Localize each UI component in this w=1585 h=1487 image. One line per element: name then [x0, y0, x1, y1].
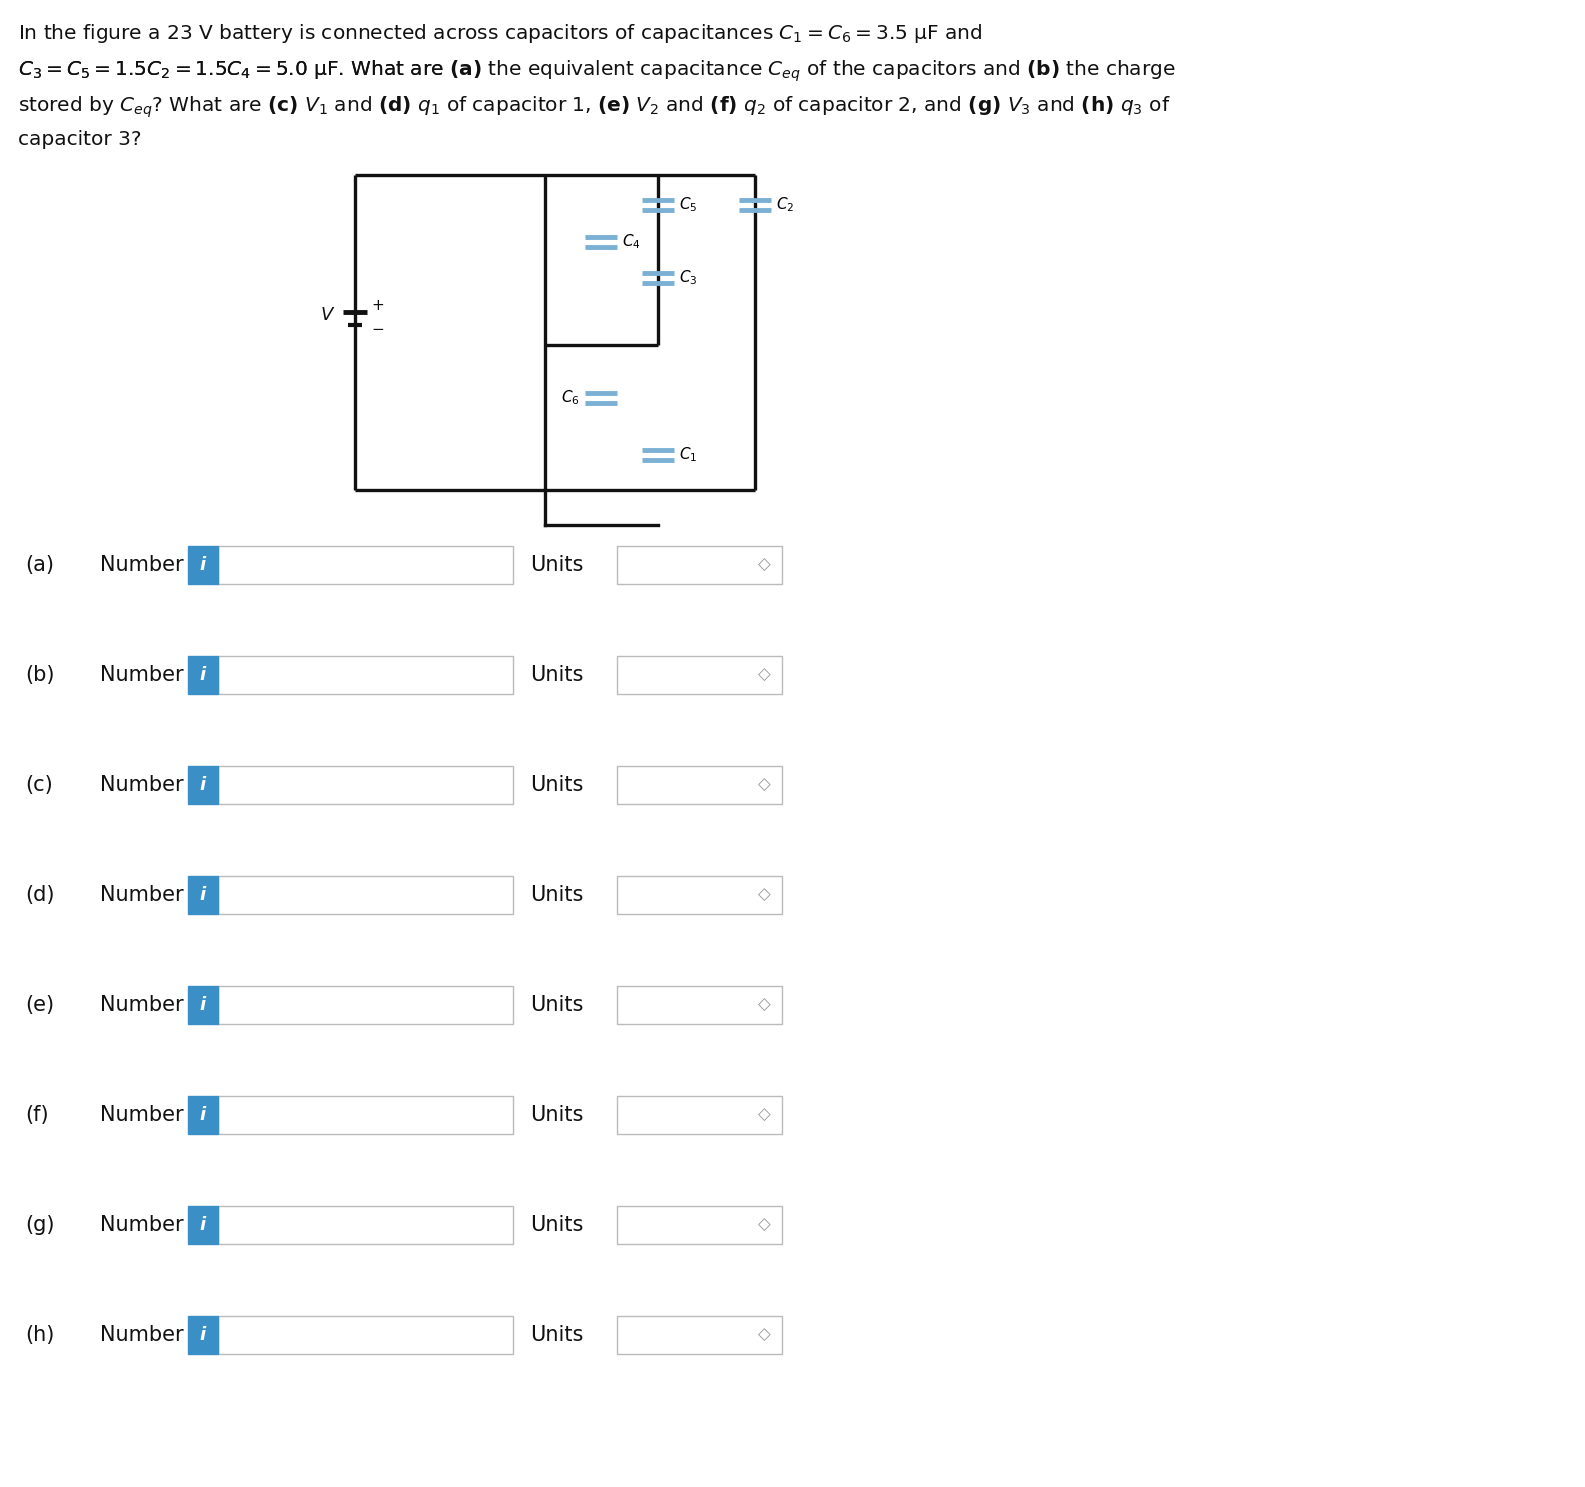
Bar [617, 986, 781, 1025]
Text: i: i [200, 996, 206, 1014]
Text: $C_3 = C_5 = 1.5C_2 = 1.5C_4 = 5.0$ μF. What are: $C_3 = C_5 = 1.5C_2 = 1.5C_4 = 5.0$ μF. … [17, 58, 445, 80]
Text: (b): (b) [25, 665, 54, 686]
Text: ◇: ◇ [758, 1216, 770, 1234]
Bar [617, 1206, 781, 1245]
Bar [617, 766, 781, 804]
Text: Units: Units [529, 665, 583, 686]
Text: $C_3 = C_5 = 1.5C_2 = 1.5C_4 = 5.0$ μF. What are $\mathbf{(a)}$ the equivalent c: $C_3 = C_5 = 1.5C_2 = 1.5C_4 = 5.0$ μF. … [17, 58, 1176, 83]
Bar [219, 656, 514, 694]
Bar [189, 1096, 219, 1135]
Text: ◇: ◇ [758, 1326, 770, 1344]
Text: Number: Number [100, 555, 184, 575]
Text: Number: Number [100, 665, 184, 686]
Text: (g): (g) [25, 1215, 54, 1236]
Text: Units: Units [529, 995, 583, 1016]
Text: Units: Units [529, 555, 583, 575]
Bar [219, 546, 514, 584]
Text: V: V [320, 306, 333, 324]
Bar [189, 1316, 219, 1355]
Text: (e): (e) [25, 995, 54, 1016]
Text: i: i [200, 1106, 206, 1124]
Text: $C_4$: $C_4$ [621, 232, 640, 251]
Text: Number: Number [100, 995, 184, 1016]
Text: Units: Units [529, 885, 583, 906]
Text: Units: Units [529, 1215, 583, 1236]
Bar [189, 766, 219, 804]
Text: ◇: ◇ [758, 996, 770, 1014]
Text: i: i [200, 556, 206, 574]
Bar [219, 1316, 514, 1355]
Text: ◇: ◇ [758, 556, 770, 574]
Text: stored by $C_{eq}$? What are $\mathbf{(c)}$ $V_1$ and $\mathbf{(d)}$ $q_1$ of ca: stored by $C_{eq}$? What are $\mathbf{(c… [17, 94, 1171, 119]
Bar [617, 876, 781, 915]
Text: $C_1$: $C_1$ [678, 446, 697, 464]
Bar [219, 876, 514, 915]
Text: Number: Number [100, 885, 184, 906]
Bar [189, 1206, 219, 1245]
Text: i: i [200, 666, 206, 684]
Text: i: i [200, 776, 206, 794]
Text: Number: Number [100, 1105, 184, 1126]
Text: i: i [200, 886, 206, 904]
Bar [617, 656, 781, 694]
Bar [189, 876, 219, 915]
Text: i: i [200, 1216, 206, 1234]
Text: capacitor 3?: capacitor 3? [17, 129, 141, 149]
Bar [219, 1206, 514, 1245]
Text: (c): (c) [25, 775, 52, 796]
Bar [189, 986, 219, 1025]
Text: Units: Units [529, 1325, 583, 1346]
Text: ◇: ◇ [758, 886, 770, 904]
Text: +: + [371, 299, 384, 314]
Text: Number: Number [100, 1215, 184, 1236]
Text: Number: Number [100, 1325, 184, 1346]
Text: ◇: ◇ [758, 776, 770, 794]
Text: Number: Number [100, 775, 184, 796]
Text: $C_2$: $C_2$ [777, 196, 794, 214]
Bar [617, 546, 781, 584]
Bar [189, 546, 219, 584]
Text: i: i [200, 1326, 206, 1344]
Text: (h): (h) [25, 1325, 54, 1346]
Text: (f): (f) [25, 1105, 49, 1126]
Text: $C_3$: $C_3$ [678, 269, 697, 287]
Text: (d): (d) [25, 885, 54, 906]
Text: $C_6$: $C_6$ [561, 388, 580, 407]
Bar [219, 1096, 514, 1135]
Bar [617, 1096, 781, 1135]
Bar [219, 986, 514, 1025]
Text: $C_5$: $C_5$ [678, 196, 697, 214]
Text: −: − [371, 323, 384, 338]
Text: In the figure a 23 V battery is connected across capacitors of capacitances $C_1: In the figure a 23 V battery is connecte… [17, 22, 983, 45]
Bar [219, 766, 514, 804]
Text: Units: Units [529, 1105, 583, 1126]
Bar [617, 1316, 781, 1355]
Text: ◇: ◇ [758, 1106, 770, 1124]
Text: ◇: ◇ [758, 666, 770, 684]
Text: (a): (a) [25, 555, 54, 575]
Bar [189, 656, 219, 694]
Text: Units: Units [529, 775, 583, 796]
